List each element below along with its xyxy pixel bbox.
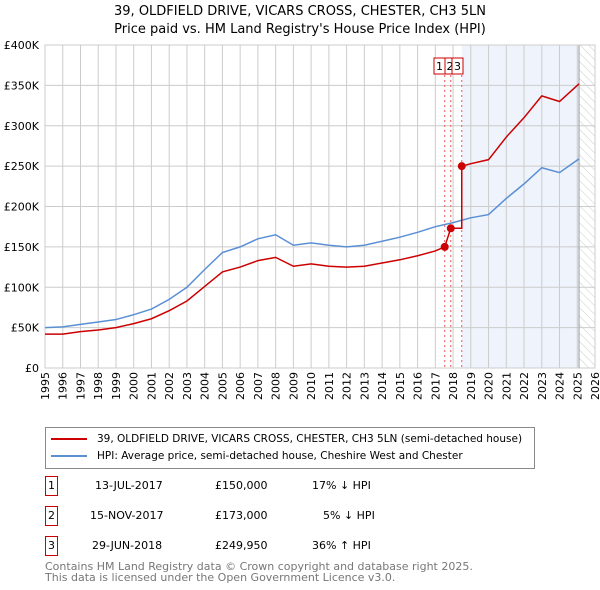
sale-row: 2 15-NOV-2017 £173,000 5% ↓ HPI — [45, 506, 445, 526]
sale-number: 1 — [45, 476, 58, 496]
sale-date: 15-NOV-2017 — [90, 509, 164, 522]
sale-hpi: 36% ↑ HPI — [312, 539, 371, 552]
sale-label: 2 — [447, 60, 454, 73]
x-tick-label: 1996 — [57, 372, 70, 400]
x-tick-label: 2022 — [518, 372, 531, 400]
x-tick-label: 2018 — [447, 372, 460, 400]
x-tick-label: 2025 — [571, 372, 584, 400]
sale-point — [457, 162, 466, 171]
chart-title: 39, OLDFIELD DRIVE, VICARS CROSS, CHESTE… — [0, 3, 600, 39]
sale-number: 3 — [45, 536, 58, 556]
y-tick-label: £0 — [25, 362, 39, 375]
x-tick-label: 2021 — [500, 372, 513, 400]
sale-row: 1 13-JUL-2017 £150,000 17% ↓ HPI — [45, 476, 445, 496]
y-tick-label: £100K — [4, 281, 40, 294]
x-tick-label: 1995 — [39, 372, 52, 400]
hpi-line — [44, 158, 580, 329]
legend: 39, OLDFIELD DRIVE, VICARS CROSS, CHESTE… — [45, 427, 535, 469]
legend-item-hpi: HPI: Average price, semi-detached house,… — [51, 450, 463, 462]
x-tick-label: 2020 — [483, 372, 496, 400]
x-tick-label: 2007 — [252, 372, 265, 400]
sale-price: £249,950 — [215, 539, 268, 552]
y-tick-label: £400K — [4, 39, 40, 52]
x-tick-label: 2017 — [429, 372, 442, 400]
footer-line: Contains HM Land Registry data © Crown c… — [45, 560, 473, 573]
sale-hpi: 17% ↓ HPI — [312, 479, 371, 492]
x-tick-label: 2016 — [412, 372, 425, 400]
x-tick-label: 2012 — [341, 372, 354, 400]
x-tick-label: 2024 — [554, 372, 567, 400]
x-tick-label: 2002 — [163, 372, 176, 400]
x-tick-label: 2001 — [145, 372, 158, 400]
x-tick-label: 2014 — [376, 372, 389, 400]
x-tick-label: 2004 — [199, 372, 212, 400]
sale-label: 3 — [454, 60, 461, 73]
x-tick-label: 2008 — [270, 372, 283, 400]
legend-swatch — [51, 455, 87, 457]
y-tick-label: £350K — [4, 79, 40, 92]
x-tick-label: 2011 — [323, 372, 336, 400]
x-tick-label: 2010 — [305, 372, 318, 400]
sale-number: 2 — [45, 506, 58, 526]
legend-label: 39, OLDFIELD DRIVE, VICARS CROSS, CHESTE… — [97, 433, 523, 445]
y-tick-label: £200K — [4, 201, 40, 214]
subtitle-line: Price paid vs. HM Land Registry's House … — [114, 22, 486, 37]
footer: Contains HM Land Registry data © Crown c… — [45, 561, 473, 583]
x-tick-label: 2019 — [465, 372, 478, 400]
sale-label: 1 — [436, 60, 443, 73]
x-tick-label: 1998 — [92, 372, 105, 400]
sale-price: £150,000 — [215, 479, 268, 492]
x-tick-label: 2015 — [394, 372, 407, 400]
sale-hpi: 5% ↓ HPI — [323, 509, 375, 522]
x-tick-label: 2013 — [358, 372, 371, 400]
y-tick-label: £250K — [4, 160, 40, 173]
sale-row: 3 29-JUN-2018 £249,950 36% ↑ HPI — [45, 536, 445, 556]
price-chart: 1995 1996 1997 1998 1999 2000 2001 2002 2003 2004… — [4, 39, 600, 400]
legend-swatch — [51, 438, 87, 440]
title-line: 39, OLDFIELD DRIVE, VICARS CROSS, CHESTE… — [114, 4, 486, 19]
sale-point — [440, 242, 449, 251]
x-tick-label: 1997 — [74, 372, 87, 400]
property-price-line — [45, 83, 580, 335]
x-tick-label: 2009 — [287, 372, 300, 400]
footer-line: This data is licensed under the Open Gov… — [45, 571, 396, 584]
x-tick-label: 1999 — [110, 372, 123, 400]
x-tick-label: 2026 — [589, 372, 600, 400]
y-tick-label: £300K — [4, 120, 40, 133]
legend-item-property: 39, OLDFIELD DRIVE, VICARS CROSS, CHESTE… — [51, 433, 522, 445]
x-tick-label: 2000 — [128, 372, 141, 400]
sale-label-box — [451, 57, 464, 75]
y-tick-label: £150K — [4, 241, 40, 254]
sale-point — [446, 224, 455, 233]
y-tick-label: £50K — [11, 322, 40, 335]
x-tick-label: 2006 — [234, 372, 247, 400]
sale-price: £173,000 — [215, 509, 268, 522]
legend-label: HPI: Average price, semi-detached house,… — [97, 450, 463, 462]
x-tick-label: 2005 — [216, 372, 229, 400]
x-tick-label: 2003 — [181, 372, 194, 400]
sale-date: 13-JUL-2017 — [95, 479, 163, 492]
sale-date: 29-JUN-2018 — [92, 539, 163, 552]
plot-border — [44, 44, 596, 369]
x-tick-label: 2023 — [536, 372, 549, 400]
